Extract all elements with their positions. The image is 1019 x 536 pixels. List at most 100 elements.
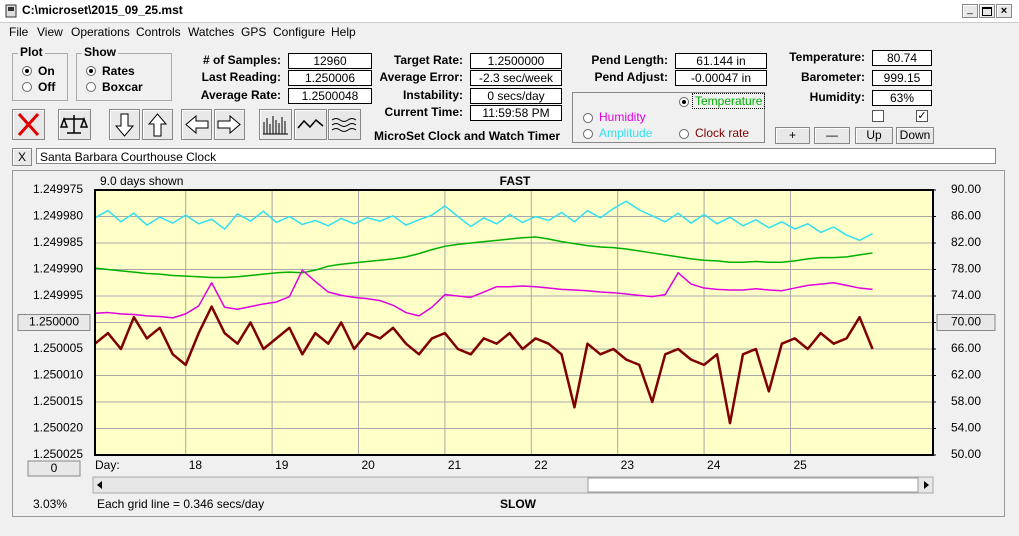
radio-button[interactable]	[22, 66, 32, 76]
radio-label[interactable]: Boxcar	[102, 80, 143, 94]
checkbox[interactable]: ✓	[916, 110, 928, 122]
x-tick-label: 21	[448, 458, 462, 472]
tick-button[interactable]	[936, 314, 996, 331]
menu-item[interactable]: Controls	[136, 25, 181, 39]
y-tick-label: 1.249985	[33, 235, 83, 249]
legend-label[interactable]: Temperature	[691, 93, 766, 109]
legend-radio[interactable]	[583, 113, 593, 123]
y-tick-label: 1.250015	[33, 394, 83, 408]
close-button[interactable]: ×	[996, 4, 1012, 18]
y2-tick-label: 54.00	[951, 421, 981, 435]
y-tick-label: 1.249975	[33, 182, 83, 196]
menu-item[interactable]: File	[9, 25, 29, 39]
reset-button[interactable]	[27, 460, 81, 477]
readout-value: 63%	[872, 90, 932, 106]
y2-tick-label: 50.00	[951, 447, 981, 461]
up-button[interactable]	[142, 109, 173, 140]
plot-group-title: Plot	[18, 45, 45, 59]
readout-label: # of Samples:	[202, 53, 281, 67]
scroll-thumb[interactable]	[587, 477, 919, 493]
readout-label: Current Time:	[384, 105, 463, 119]
readout-label: Temperature:	[789, 50, 865, 64]
menu-item[interactable]: View	[37, 25, 63, 39]
series-line	[94, 305, 874, 425]
button[interactable]: —	[814, 127, 850, 144]
menu-item[interactable]: Watches	[188, 25, 235, 39]
legend-label[interactable]: Clock rate	[695, 126, 750, 140]
right-button[interactable]	[214, 109, 245, 140]
y-tick-label: 1.249990	[33, 262, 83, 276]
x-tick-label: 25	[793, 458, 807, 472]
zoom-label: 3.03%	[33, 497, 67, 511]
readout-value: 1.250006	[288, 70, 372, 86]
button[interactable]: +	[775, 127, 810, 144]
y2-tick-label: 74.00	[951, 288, 981, 302]
series-line	[94, 200, 873, 242]
readout-value: 0 secs/day	[470, 88, 562, 104]
x-tick-label: 18	[189, 458, 203, 472]
y-tick-label: 1.250025	[33, 447, 83, 461]
menu-item[interactable]: GPS	[241, 25, 267, 39]
left-button[interactable]	[181, 109, 212, 140]
button[interactable]: Up	[855, 127, 893, 144]
y2-tick-label: 90.00	[951, 182, 981, 196]
legend-radio[interactable]	[583, 129, 593, 139]
radio-button[interactable]	[22, 82, 32, 92]
wave-button[interactable]	[294, 109, 327, 140]
squiggle-button[interactable]	[328, 109, 361, 140]
y-tick-label: 1.250005	[33, 341, 83, 355]
button[interactable]: Down	[896, 127, 934, 144]
y-tick-label: 1.250020	[33, 421, 83, 435]
clock-name-button[interactable]: X	[12, 148, 32, 166]
maximize-button[interactable]	[979, 4, 995, 18]
y-tick-label: 1.250000	[29, 315, 79, 329]
legend-radio[interactable]	[679, 97, 689, 107]
readout-value: 61.144 in	[675, 53, 767, 69]
radio-label[interactable]: Rates	[102, 64, 135, 78]
balance-button[interactable]	[58, 109, 91, 140]
down-button[interactable]	[109, 109, 140, 140]
readout-value: 999.15	[872, 70, 932, 86]
x-tick-label: 22	[534, 458, 548, 472]
y-tick-label: 1.249995	[33, 288, 83, 302]
clear-button[interactable]	[12, 109, 45, 140]
series-line	[94, 269, 873, 319]
y-tick-label: 1.249980	[33, 209, 83, 223]
legend-radio[interactable]	[679, 129, 689, 139]
menu-item[interactable]: Configure	[273, 25, 326, 39]
readout-label: Humidity:	[809, 90, 865, 104]
radio-label[interactable]: On	[38, 64, 55, 78]
reset-button-label[interactable]: 0	[51, 461, 58, 475]
bars-button[interactable]	[259, 109, 292, 140]
menu-item[interactable]: Help	[331, 25, 356, 39]
x-tick-label: 23	[621, 458, 635, 472]
clock-name-field[interactable]: Santa Barbara Courthouse Clock	[36, 148, 996, 164]
checkbox[interactable]	[872, 110, 884, 122]
tick-button[interactable]	[17, 314, 91, 331]
x-tick-label: 19	[275, 458, 289, 472]
legend-label[interactable]: Amplitude	[599, 126, 653, 140]
y2-tick-label: 86.00	[951, 209, 981, 223]
title-bar: C:\microset\2015_09_25.mst _ ×	[0, 0, 1019, 23]
plot-border	[94, 189, 934, 456]
readout-value: 1.2500048	[288, 88, 372, 104]
menu-item[interactable]: Operations	[71, 25, 130, 39]
radio-label[interactable]: Off	[38, 80, 56, 94]
readout-label: Barometer:	[800, 70, 865, 84]
legend-label[interactable]: Humidity	[599, 110, 646, 124]
readout-value: 11:59:58 PM	[470, 105, 562, 121]
radio-button[interactable]	[86, 66, 96, 76]
radio-button[interactable]	[86, 82, 96, 92]
span-label: 9.0 days shown	[100, 174, 183, 188]
readout-value: -0.00047 in	[675, 70, 767, 86]
minimize-button[interactable]: _	[962, 4, 978, 18]
top-label: FAST	[500, 174, 531, 188]
readout-value: -2.3 sec/week	[470, 70, 562, 86]
bottom-label: SLOW	[500, 497, 537, 511]
x-tick-label: 20	[361, 458, 375, 472]
series-selector	[572, 92, 765, 143]
readout-label: Target Rate:	[393, 53, 463, 67]
y-tick-label: 1.250010	[33, 368, 83, 382]
chart: 1.249975 1.249980 1.249985 1.249990 1.249995…	[12, 170, 1005, 517]
